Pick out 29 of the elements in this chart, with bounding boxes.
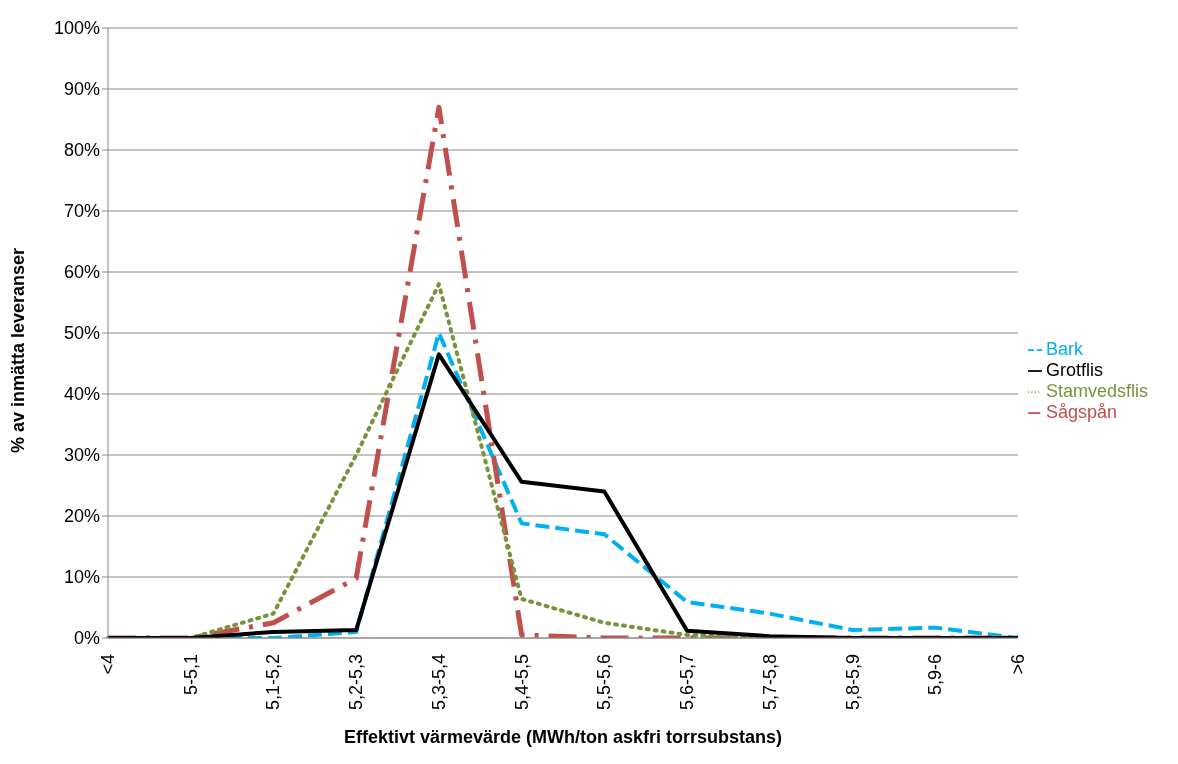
x-tick-label: <4 <box>98 654 118 675</box>
y-tick-label: 100% <box>53 18 100 39</box>
x-tick-label: 5-5,1 <box>180 654 201 696</box>
y-tick-label: 30% <box>63 445 100 466</box>
y-tick-label: 10% <box>63 567 100 588</box>
y-tick-label: 70% <box>63 201 100 222</box>
y-tick-label: 90% <box>63 79 100 100</box>
y-tick-label: 20% <box>63 506 100 527</box>
legend-label: Bark <box>1045 338 1083 359</box>
legend-label: Grotflis <box>1045 359 1103 380</box>
y-tick-label: 80% <box>63 140 100 161</box>
x-tick-label: 5,8-5,9 <box>842 654 863 711</box>
x-tick-label: 5,2-5,3 <box>346 654 367 711</box>
y-tick-label: 50% <box>63 323 100 344</box>
x-tick-label: 5,1-5,2 <box>263 654 284 711</box>
x-tick-label: >6 <box>1007 654 1028 675</box>
y-tick-label: 60% <box>63 262 100 283</box>
y-tick-label: 0% <box>73 628 100 649</box>
x-tick-label: 5,3-5,4 <box>428 654 449 711</box>
x-tick-label: 5,6-5,7 <box>677 654 698 711</box>
y-tick-label: 40% <box>63 384 100 405</box>
y-axis-title: % av inmätta leveranser <box>8 247 29 453</box>
legend-label: Sågspån <box>1045 401 1118 422</box>
x-axis-title: Effektivt värmevärde (MWh/ton askfri torrsubstans) <box>343 727 783 747</box>
x-tick-label: 5,5-5,6 <box>594 654 615 711</box>
x-tick-label: 5,4-5,5 <box>511 654 532 711</box>
legend-label: Stamvedsflis <box>1045 380 1148 401</box>
x-tick-label: 5,9-6 <box>925 654 946 696</box>
x-tick-label: 5,7-5,8 <box>759 654 780 711</box>
